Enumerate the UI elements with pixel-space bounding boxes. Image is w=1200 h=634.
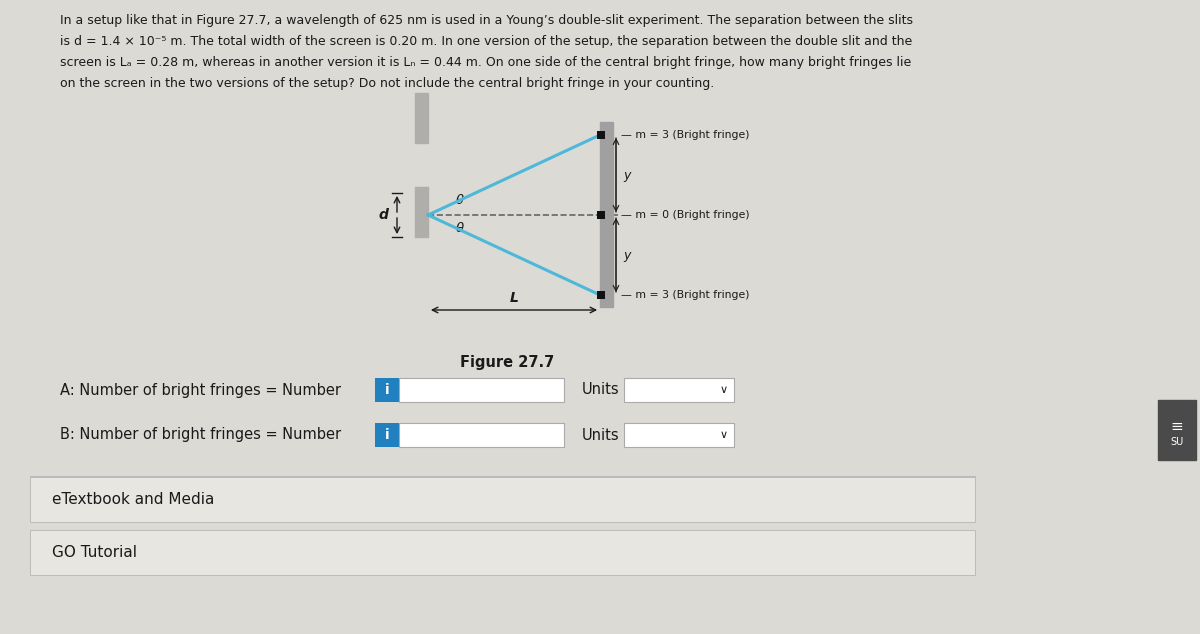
Text: A: Number of bright fringes = Number: A: Number of bright fringes = Number bbox=[60, 382, 341, 398]
Text: y: y bbox=[623, 249, 630, 261]
Text: — m = 3 (Bright fringe): — m = 3 (Bright fringe) bbox=[622, 290, 750, 300]
Text: i: i bbox=[385, 383, 389, 397]
Text: ≡: ≡ bbox=[1171, 420, 1183, 434]
Text: L: L bbox=[510, 291, 518, 305]
Text: ∨: ∨ bbox=[720, 430, 728, 440]
Text: d: d bbox=[378, 208, 388, 222]
Text: is d = 1.4 × 10⁻⁵ m. The total width of the screen is 0.20 m. In one version of : is d = 1.4 × 10⁻⁵ m. The total width of … bbox=[60, 35, 912, 48]
Text: GO Tutorial: GO Tutorial bbox=[52, 545, 137, 560]
Bar bbox=[415, 93, 428, 143]
Text: ∨: ∨ bbox=[720, 385, 728, 395]
Text: Units: Units bbox=[582, 427, 619, 443]
Text: θ: θ bbox=[456, 223, 464, 235]
Bar bbox=[1158, 400, 1196, 460]
Text: i: i bbox=[385, 428, 389, 442]
Bar bbox=[624, 423, 734, 447]
Bar bbox=[30, 530, 974, 575]
Text: screen is Lₐ = 0.28 m, whereas in another version it is Lₙ = 0.44 m. On one side: screen is Lₐ = 0.28 m, whereas in anothe… bbox=[60, 56, 911, 69]
Text: Figure 27.7: Figure 27.7 bbox=[461, 355, 554, 370]
Text: Units: Units bbox=[582, 382, 619, 398]
Text: B: Number of bright fringes = Number: B: Number of bright fringes = Number bbox=[60, 427, 341, 443]
Text: y: y bbox=[623, 169, 630, 181]
Bar bbox=[398, 423, 564, 447]
Text: θ: θ bbox=[456, 195, 464, 207]
Bar bbox=[415, 187, 428, 237]
Bar bbox=[398, 378, 564, 402]
Text: SU: SU bbox=[1170, 437, 1183, 447]
Text: In a setup like that in Figure 27.7, a wavelength of 625 nm is used in a Young’s: In a setup like that in Figure 27.7, a w… bbox=[60, 14, 913, 27]
Text: eTextbook and Media: eTextbook and Media bbox=[52, 492, 215, 507]
Bar bbox=[600, 122, 613, 307]
Bar bbox=[374, 423, 398, 447]
Bar bbox=[624, 378, 734, 402]
Text: — m = 3 (Bright fringe): — m = 3 (Bright fringe) bbox=[622, 130, 750, 140]
Text: on the screen in the two versions of the setup? Do not include the central brigh: on the screen in the two versions of the… bbox=[60, 77, 714, 90]
Text: — m = 0 (Bright fringe): — m = 0 (Bright fringe) bbox=[622, 210, 750, 220]
Bar bbox=[374, 378, 398, 402]
Bar bbox=[30, 477, 974, 522]
